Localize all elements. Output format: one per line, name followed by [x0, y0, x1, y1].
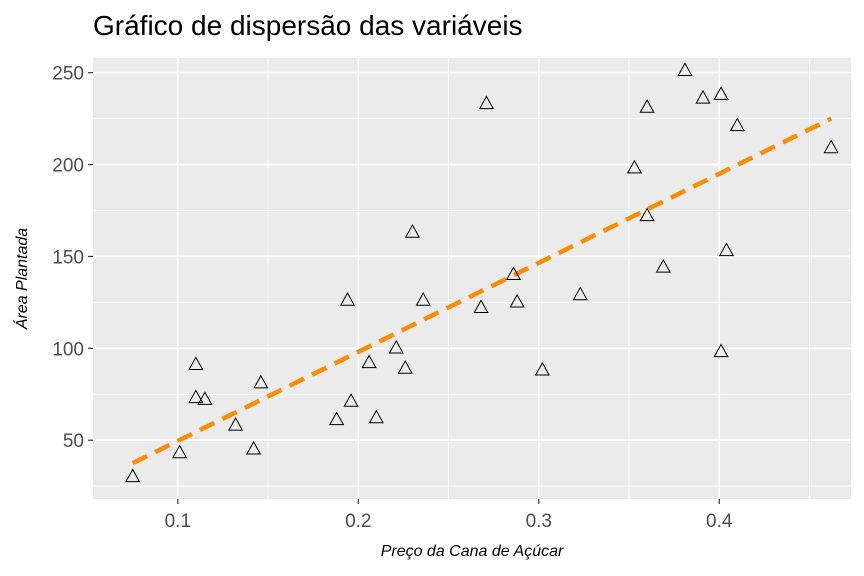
data-point [655, 258, 671, 273]
data-point [509, 293, 525, 308]
data-point [329, 411, 345, 426]
data-point [478, 95, 495, 110]
plot-panel [93, 58, 851, 499]
y-axis-ticks: 50 100 150 200 250 [52, 64, 93, 452]
data-point [404, 224, 421, 238]
data-point [677, 62, 693, 77]
data-point [415, 292, 431, 306]
data-point [713, 86, 729, 100]
x-tick-label: 0.2 [345, 511, 371, 532]
trend-line-group [131, 116, 833, 466]
data-point [639, 207, 655, 222]
x-axis-ticks: 0.1 0.2 0.3 0.4 [165, 499, 733, 532]
y-tick-label: 250 [52, 64, 84, 85]
data-point [343, 393, 359, 407]
data-point [572, 286, 588, 301]
data-point [626, 159, 643, 174]
data-point [368, 409, 384, 424]
y-tick-label: 150 [52, 247, 84, 268]
data-point [361, 354, 377, 369]
y-tick-label: 100 [52, 339, 84, 360]
data-point [729, 117, 745, 132]
data-point [713, 343, 729, 358]
data-point [246, 440, 262, 455]
x-tick-label: 0.1 [165, 511, 191, 532]
data-point [188, 389, 204, 404]
data-point [227, 416, 244, 431]
data-point [339, 292, 356, 306]
x-tick-label: 0.4 [706, 511, 733, 532]
data-point [473, 299, 489, 314]
trend-line [131, 116, 833, 466]
data-point [639, 99, 655, 113]
data-point [388, 339, 404, 354]
data-point [253, 374, 269, 389]
data-point [695, 89, 711, 104]
x-axis-title: Preço da Cana de Açúcar [381, 543, 564, 560]
data-point [125, 468, 141, 483]
data-point [397, 360, 413, 374]
data-point [172, 444, 188, 459]
data-point [534, 361, 550, 376]
y-tick-label: 50 [63, 431, 84, 452]
data-point [197, 391, 213, 405]
y-axis-title: Área Plantada [12, 228, 31, 331]
data-point [505, 266, 522, 280]
grid-lines [93, 58, 851, 499]
data-point [823, 139, 839, 154]
chart-title: Gráfico de dispersão das variáveis [93, 10, 523, 41]
data-point [718, 242, 735, 257]
data-point [188, 356, 204, 371]
y-tick-label: 200 [52, 156, 84, 177]
data-points [125, 62, 839, 483]
x-tick-label: 0.3 [526, 511, 552, 532]
